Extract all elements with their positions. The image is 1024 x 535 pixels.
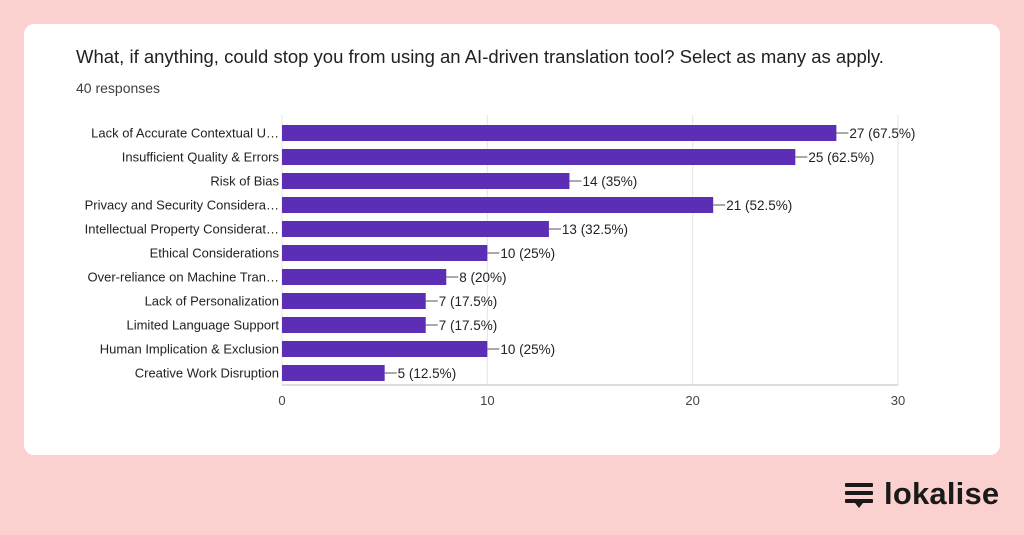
data-label: 14 (35%)	[582, 174, 637, 189]
category-label: Human Implication & Exclusion	[100, 342, 279, 357]
bar	[282, 173, 570, 189]
category-label: Insufficient Quality & Errors	[122, 150, 280, 165]
data-label: 7 (17.5%)	[439, 294, 498, 309]
lokalise-logo-icon	[845, 483, 873, 508]
category-label: Intellectual Property Considerat…	[85, 222, 279, 237]
bar	[282, 125, 837, 141]
bar	[282, 317, 426, 333]
bar	[282, 365, 385, 381]
category-label: Lack of Personalization	[145, 294, 279, 309]
response-count: 40 responses	[76, 80, 161, 96]
category-label: Risk of Bias	[210, 174, 279, 189]
bar	[282, 245, 488, 261]
data-label: 5 (12.5%)	[398, 366, 457, 381]
category-label: Creative Work Disruption	[135, 366, 279, 381]
category-label: Limited Language Support	[126, 318, 279, 333]
bar	[282, 197, 714, 213]
data-label: 8 (20%)	[459, 270, 506, 285]
category-label: Privacy and Security Considera…	[85, 198, 279, 213]
data-label: 21 (52.5%)	[726, 198, 792, 213]
data-label: 7 (17.5%)	[439, 318, 498, 333]
category-label: Over-reliance on Machine Tran…	[88, 270, 279, 285]
bar	[282, 341, 488, 357]
bar	[282, 269, 447, 285]
brand-name: lokalise	[884, 476, 1000, 511]
category-label: Ethical Considerations	[150, 246, 280, 261]
brand-logo: lokalise	[842, 476, 999, 512]
x-tick-label: 20	[685, 393, 699, 408]
bar	[282, 221, 549, 237]
data-label: 13 (32.5%)	[562, 222, 628, 237]
bar-chart: 0 10 20 30 Lack of Accurate Contextual U… 27 …	[85, 115, 915, 408]
bar	[282, 149, 796, 165]
chart-card: What, if anything, could stop you from u…	[24, 24, 1000, 455]
x-tick-label: 10	[480, 393, 494, 408]
data-label: 25 (62.5%)	[808, 150, 874, 165]
chart-title: What, if anything, could stop you from u…	[76, 46, 884, 67]
data-label: 10 (25%)	[500, 246, 555, 261]
bar	[282, 293, 426, 309]
data-label: 10 (25%)	[500, 342, 555, 357]
data-label: 27 (67.5%)	[849, 126, 915, 141]
x-tick-label: 30	[891, 393, 905, 408]
x-tick-label: 0	[278, 393, 285, 408]
category-label: Lack of Accurate Contextual U…	[91, 126, 279, 141]
